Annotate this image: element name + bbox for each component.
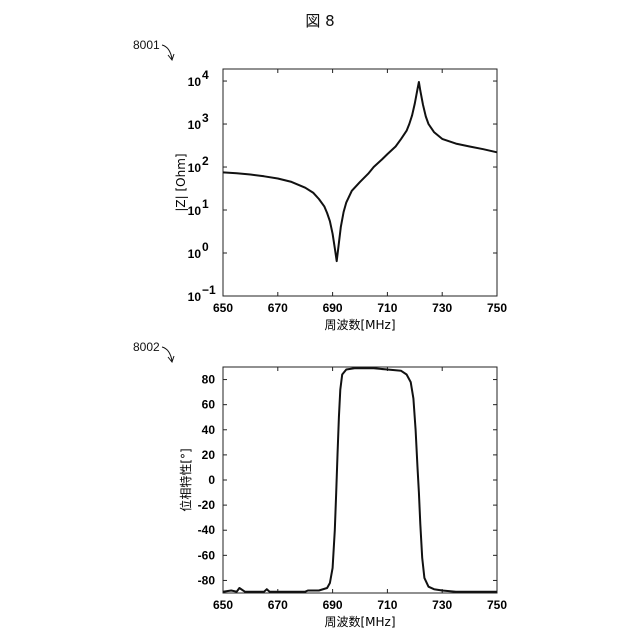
y-tick-label: 20	[202, 448, 216, 462]
x-tick-label: 750	[487, 598, 507, 612]
y-tick-label: -80	[198, 573, 216, 587]
x-tick-label: 730	[432, 598, 452, 612]
data-series-line	[222, 367, 497, 593]
x-tick-label: 670	[268, 301, 288, 315]
x-tick-label: 690	[323, 598, 343, 612]
y-tick-label: 60	[202, 398, 216, 412]
y-tick-exponent: 1	[202, 197, 209, 211]
y-tick-label: 40	[202, 423, 216, 437]
chart-2-reference-number: 8002	[133, 340, 160, 354]
x-tick-label: 650	[213, 301, 233, 315]
x-tick-label: 650	[213, 598, 233, 612]
y-tick-label: 10	[188, 290, 202, 304]
y-axis-label: 位相特性[°]	[178, 448, 193, 511]
y-tick-label: 10	[188, 161, 202, 175]
y-tick-label: 10	[188, 75, 202, 89]
y-tick-exponent: 0	[202, 240, 209, 254]
y-tick-label: -60	[198, 548, 216, 562]
y-tick-exponent: 4	[202, 68, 209, 82]
x-tick-label: 670	[268, 598, 288, 612]
data-series-line	[222, 81, 498, 263]
x-tick-label: 710	[377, 598, 397, 612]
x-axis-label: 周波数[MHz]	[324, 614, 395, 629]
chart-2-reference-arrow	[161, 346, 175, 364]
y-tick-exponent: 3	[202, 111, 209, 125]
plot-area-frame	[222, 366, 498, 594]
y-axis-label: |Z| [Ohm]	[174, 153, 188, 211]
y-tick-label: 80	[202, 373, 216, 387]
x-tick-label: 690	[323, 301, 343, 315]
x-tick-label: 710	[377, 301, 397, 315]
y-tick-label: 10	[188, 247, 202, 261]
y-tick-exponent: 2	[202, 154, 209, 168]
x-tick-label: 730	[432, 301, 452, 315]
phase-chart: 650 670 690 710 730 750 80 60 40 20 0 -20 -40 -60 -80 周…	[178, 366, 507, 629]
y-tick-label: 0	[208, 473, 215, 487]
y-tick-label: -40	[198, 523, 216, 537]
x-axis-label: 周波数[MHz]	[324, 317, 395, 332]
chart-1-reference-arrow	[161, 44, 175, 62]
plot-area-frame	[222, 68, 498, 297]
y-tick-label: -20	[198, 498, 216, 512]
reference-arrows	[161, 44, 175, 364]
y-tick-exponent: −1	[202, 283, 216, 297]
y-tick-label: 10	[188, 118, 202, 132]
figure-title: 図 8	[305, 12, 335, 30]
x-tick-label: 750	[487, 301, 507, 315]
chart-1-reference-number: 8001	[133, 38, 160, 52]
y-tick-label: 10	[188, 204, 202, 218]
